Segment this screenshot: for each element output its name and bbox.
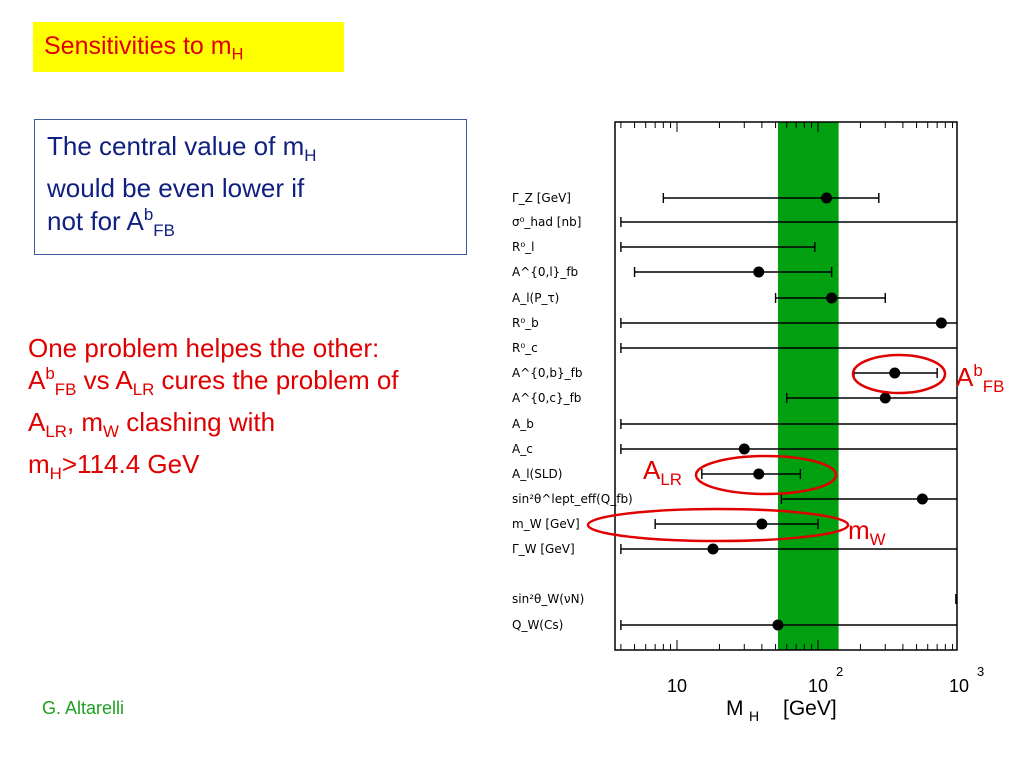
note-line-2: would be even lower if bbox=[47, 172, 305, 203]
afb-annotation: AbFB bbox=[956, 362, 1004, 397]
observable-label: A_c bbox=[512, 442, 533, 456]
observable-label: sin²θ_W(νN) bbox=[512, 592, 584, 606]
observable-label: sin²θ^lept_eff(Q_fb) bbox=[512, 492, 633, 506]
note-line-3-sup: b bbox=[143, 204, 154, 224]
explanation-line-2: AbFB vs ALR cures the problem of ALR, mW… bbox=[28, 364, 408, 448]
sm-band bbox=[777, 122, 839, 650]
observable-label: m_W [GeV] bbox=[512, 517, 580, 531]
observable-label: A_l(SLD) bbox=[512, 467, 562, 481]
x-tick-label-exp: 2 bbox=[836, 664, 843, 679]
red-b-sup: b bbox=[45, 363, 55, 383]
red-w-sub: W bbox=[103, 421, 119, 441]
central-value-point bbox=[826, 292, 838, 304]
afb-main: A bbox=[956, 362, 974, 392]
red-h-sub: H bbox=[49, 463, 62, 483]
red-lr2-sub: LR bbox=[45, 421, 67, 441]
explanation-line-3: mH>114.4 GeV bbox=[28, 448, 408, 490]
title-sub: H bbox=[231, 45, 244, 64]
red-lr-sub: LR bbox=[132, 379, 155, 399]
x-tick-label: 10 bbox=[667, 676, 687, 696]
x-axis-label-unit: [GeV] bbox=[783, 697, 837, 720]
note-line-1: The central value of mH bbox=[47, 130, 454, 172]
red-a: A bbox=[28, 365, 46, 395]
central-value-point bbox=[821, 192, 833, 204]
note-line-3: not for AbFB bbox=[47, 205, 454, 247]
observable-label: A_b bbox=[512, 417, 534, 431]
note-line-1-sub: H bbox=[304, 145, 317, 165]
observable-label: R⁰_l bbox=[512, 240, 534, 254]
central-value-point bbox=[738, 443, 750, 455]
author-credit: G. Altarelli bbox=[42, 698, 125, 718]
observable-label: Γ_W [GeV] bbox=[512, 542, 575, 556]
red-clash: clashing with bbox=[119, 406, 276, 437]
central-value-point bbox=[772, 619, 784, 631]
observable-label: R⁰_b bbox=[512, 316, 539, 330]
alr-highlight-ellipse bbox=[694, 454, 838, 496]
central-value-point bbox=[756, 518, 768, 530]
observable-label: Q_W(Cs) bbox=[512, 618, 563, 632]
explanation-text: One problem helpes the other: AbFB vs AL… bbox=[28, 332, 408, 490]
note-box: The central value of mH would be even lo… bbox=[34, 119, 467, 255]
central-value-point bbox=[916, 493, 928, 505]
plot-frame bbox=[614, 121, 958, 651]
explanation-line-1: One problem helpes the other: bbox=[28, 333, 380, 363]
title-main: Sensitivities to m bbox=[44, 32, 232, 60]
central-value-point bbox=[879, 392, 891, 404]
observable-label: Γ_Z [GeV] bbox=[512, 191, 571, 205]
observable-label: σ⁰_had [nb] bbox=[512, 215, 581, 229]
observable-label: R⁰_c bbox=[512, 341, 538, 355]
alr-annotation: ALR bbox=[643, 455, 682, 490]
central-value-point bbox=[935, 317, 947, 329]
central-value-point bbox=[753, 468, 765, 480]
slide-title: Sensitivities to mH bbox=[33, 22, 344, 72]
red-mh: m bbox=[28, 448, 50, 479]
afb-sub: FB bbox=[982, 376, 1005, 396]
central-value-point bbox=[707, 543, 719, 555]
alr-main: A bbox=[643, 455, 661, 485]
red-cures: cures the problem of A bbox=[28, 365, 399, 437]
observable-label: A_l(P_τ) bbox=[512, 291, 559, 305]
note-line-3-sub: FB bbox=[153, 220, 175, 240]
red-vs: vs A bbox=[76, 365, 133, 395]
observable-label: A^{0,b}_fb bbox=[512, 366, 582, 380]
mw-main: m bbox=[848, 515, 870, 545]
slide-title-text: Sensitivities to mH bbox=[44, 32, 243, 64]
red-mw: , m bbox=[66, 406, 104, 437]
note-line-1-text: The central value of m bbox=[47, 131, 305, 161]
x-tick-label: 10 bbox=[949, 676, 969, 696]
alr-sub: LR bbox=[660, 469, 682, 489]
red-fb-sub: FB bbox=[54, 379, 77, 399]
afb-sup: b bbox=[973, 360, 983, 380]
red-limit: >114.4 GeV bbox=[61, 448, 200, 479]
mw-annotation: mW bbox=[848, 515, 886, 550]
central-value-point bbox=[753, 266, 765, 278]
mw-sub: W bbox=[869, 529, 886, 549]
x-axis-label-sub: H bbox=[749, 708, 759, 724]
mw-highlight-ellipse bbox=[586, 507, 850, 543]
x-tick-label: 10 bbox=[808, 676, 828, 696]
observable-label: A^{0,l}_fb bbox=[512, 265, 578, 279]
afb-highlight-ellipse bbox=[851, 353, 947, 395]
x-tick-label-exp: 3 bbox=[977, 664, 984, 679]
observable-label: A^{0,c}_fb bbox=[512, 391, 581, 405]
x-axis-label-main: M bbox=[726, 697, 744, 720]
note-line-3-text: not for A bbox=[47, 205, 144, 236]
central-value-point bbox=[889, 367, 901, 379]
